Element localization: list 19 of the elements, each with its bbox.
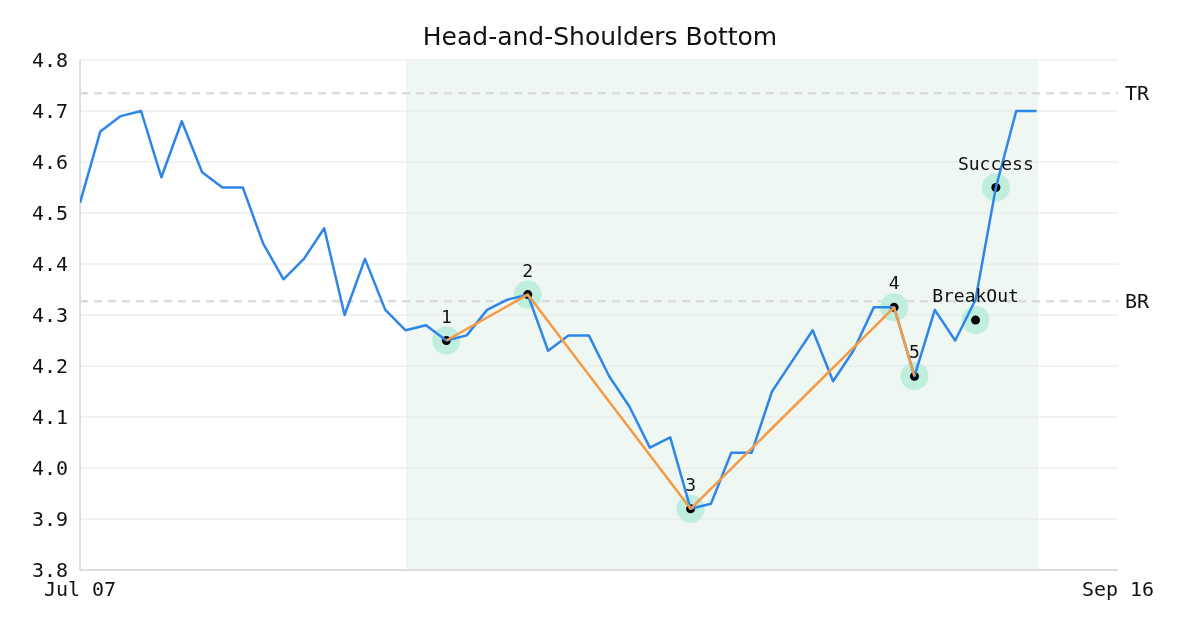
y-tick-label: 4.8 xyxy=(31,48,68,73)
y-tick-label: 4.5 xyxy=(31,201,68,226)
y-tick-label: 4.2 xyxy=(31,354,68,379)
annotation: 2 xyxy=(522,259,534,281)
y-tick-label: 4.7 xyxy=(31,99,68,124)
y-tick-label: 4.3 xyxy=(31,303,68,328)
x-tick-label: Sep 16 xyxy=(1081,577,1155,602)
y-tick-label: 4.0 xyxy=(31,456,68,481)
annotation: 3 xyxy=(685,473,697,495)
y-tick-label: 4.6 xyxy=(31,150,68,175)
ref-line-label: BR xyxy=(1125,289,1151,314)
annotation: 4 xyxy=(888,272,900,294)
y-tick-label: 4.1 xyxy=(31,405,68,430)
annotation: 5 xyxy=(909,341,920,363)
ref-line-label: TR xyxy=(1125,81,1151,106)
y-tick-label: 3.9 xyxy=(31,507,68,532)
y-tick-label: 4.4 xyxy=(31,252,68,277)
annotation: 1 xyxy=(440,305,452,327)
chart-title: Head-and-Shoulders Bottom xyxy=(421,22,779,51)
